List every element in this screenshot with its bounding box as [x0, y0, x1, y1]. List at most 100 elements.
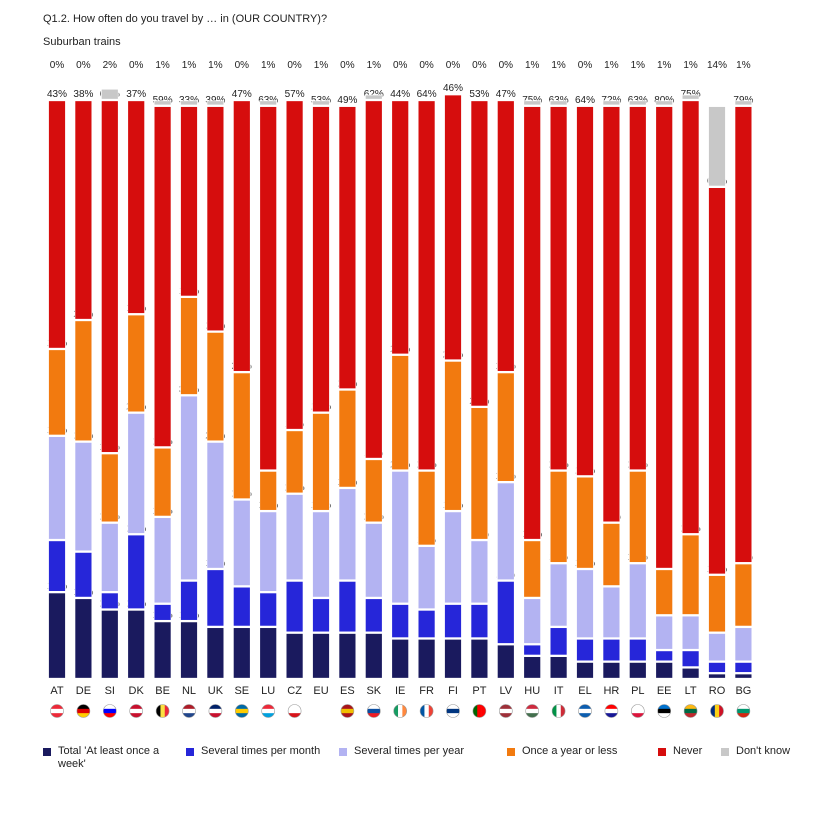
flag-stripe — [402, 704, 407, 718]
bar-segment-hu-s5 — [523, 100, 542, 106]
flag-border-nl — [182, 704, 196, 718]
legend-item-1: Several times per month — [186, 745, 326, 758]
category-label-es: ES — [340, 685, 355, 697]
bar-segment-it-s3 — [549, 470, 568, 563]
bar-segment-pl-s2 — [628, 563, 647, 639]
value-label-at-s5: 0% — [50, 60, 65, 71]
flag-stripe — [156, 704, 161, 718]
bar-segment-at-s2 — [48, 436, 66, 540]
legend-label: Once a year or less — [522, 745, 618, 757]
bar-segment-uk-s0 — [206, 627, 225, 679]
category-label-si: SI — [105, 685, 115, 697]
value-label-se-s4: 47% — [232, 89, 252, 100]
flag-border-sk — [366, 704, 381, 718]
flag-stripe — [578, 713, 592, 718]
bar-segment-se-s3 — [232, 372, 251, 500]
value-label-pt-s4: 53% — [469, 89, 489, 100]
flag-es — [340, 704, 354, 718]
bar-segment-ro-s2 — [708, 633, 726, 662]
flag-stripe — [481, 704, 486, 718]
value-label-be-s4: 59% — [153, 95, 173, 106]
bar-segment-ro-s1 — [708, 661, 726, 673]
flag-stripe — [525, 708, 539, 714]
bar-segment-eu-s2 — [312, 511, 330, 598]
bar-segment-si-s3 — [100, 453, 119, 523]
flag-stripe — [50, 704, 64, 710]
flag-stripe — [657, 708, 671, 714]
value-label-be-s5: 1% — [155, 60, 170, 71]
legend-swatch — [43, 748, 51, 756]
category-label-hu: HU — [524, 685, 540, 697]
flag-border-ro — [710, 704, 724, 718]
bar-segment-bg-s1 — [734, 661, 753, 673]
bar-segment-sk-s4 — [364, 100, 383, 459]
bar-segment-bg-s3 — [734, 563, 753, 627]
value-label-dk-s5: 0% — [129, 60, 144, 71]
bar-segment-lt-s3 — [681, 534, 700, 615]
bar-segment-pt-s4 — [470, 100, 489, 407]
value-label-pl-s4: 63% — [628, 95, 648, 106]
bar-segment-ro-s3 — [708, 575, 726, 633]
bar-segment-uk-s5 — [206, 100, 225, 106]
bar-segment-fi-s4 — [444, 94, 462, 361]
bar-segment-fi-s3 — [444, 360, 462, 511]
flag-ee — [657, 704, 671, 718]
bar-segment-ro-s5 — [708, 106, 726, 187]
bar-segment-el-s0 — [576, 661, 594, 679]
flag-stripe — [477, 704, 482, 718]
flag-stripe — [631, 713, 645, 718]
category-label-fr: FR — [419, 685, 434, 697]
value-label-eu-s5: 1% — [314, 60, 329, 71]
category-label-sk: SK — [366, 685, 381, 697]
flag-stripe — [578, 704, 592, 710]
flag-border-el — [578, 704, 592, 718]
category-label-cz: CZ — [287, 685, 302, 697]
value-label-ie-s5: 0% — [393, 60, 408, 71]
bar-segment-es-s3 — [338, 389, 357, 488]
value-label-lt-s5: 1% — [683, 60, 698, 71]
bar-segment-sk-s2 — [364, 523, 383, 598]
bar-segment-ee-s4 — [655, 106, 674, 569]
value-label-uk-s4: 39% — [205, 95, 225, 106]
bar-segment-se-s2 — [232, 499, 251, 587]
bar-segment-se-s4 — [232, 100, 251, 372]
flag-eu — [314, 704, 328, 718]
flag-stripe — [103, 704, 117, 710]
bar-segment-ro-s0 — [708, 673, 726, 679]
flag-stripe — [393, 704, 399, 718]
flag-it — [552, 704, 566, 718]
bar-segment-at-s4 — [48, 100, 66, 349]
value-label-eu-s4: 53% — [311, 95, 331, 106]
bar-segment-it-s5 — [549, 100, 568, 106]
bar-segment-uk-s1 — [206, 569, 225, 627]
flag-nl — [182, 704, 196, 718]
flag-sk — [367, 704, 381, 718]
flag-ro — [710, 704, 724, 718]
bar-segment-ee-s0 — [655, 661, 674, 679]
value-label-hu-s5: 1% — [525, 60, 540, 71]
bar-segment-el-s3 — [576, 476, 594, 569]
bar-segment-cz-s2 — [285, 494, 304, 581]
flag-border-at — [50, 704, 64, 718]
flag-border-hr — [604, 704, 619, 718]
bar-segment-sk-s0 — [364, 633, 383, 679]
bar-segment-hr-s4 — [602, 106, 621, 523]
flag-stripe — [446, 708, 460, 714]
bar-segment-be-s4 — [153, 106, 172, 448]
bar-segment-dk-s1 — [127, 534, 146, 610]
flag-stripe — [446, 704, 460, 710]
value-label-it-s4: 63% — [549, 95, 569, 106]
flag-stripe — [525, 713, 539, 718]
bar-segment-pl-s3 — [628, 470, 647, 563]
flag-border-lv — [498, 704, 513, 718]
flag-stripe — [428, 704, 434, 718]
value-label-lu-s5: 1% — [261, 60, 276, 71]
flag-border-ie — [393, 704, 408, 718]
category-label-lt: LT — [685, 685, 697, 697]
category-label-pl: PL — [631, 685, 644, 697]
flag-stripe — [736, 708, 750, 714]
flag-stripe — [50, 713, 64, 718]
category-label-dk: DK — [129, 685, 145, 697]
value-label-sk-s4: 62% — [364, 89, 384, 100]
bar-segment-fr-s2 — [417, 546, 436, 610]
